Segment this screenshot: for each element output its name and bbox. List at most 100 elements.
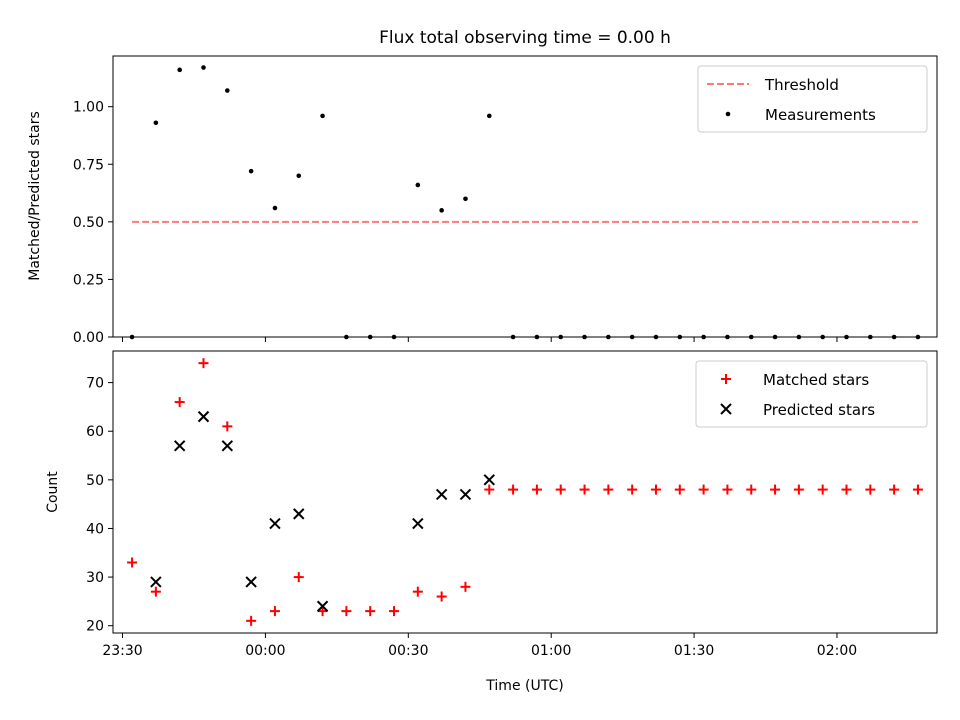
measurement-point [629, 334, 635, 340]
top-y-tick-label: 0.25 [73, 272, 104, 288]
predicted-star-point [435, 488, 448, 501]
predicted-star-point [221, 440, 234, 452]
predicted-star-point [293, 508, 305, 520]
bottom-legend-predicted-label: Predicted stars [763, 401, 875, 419]
bottom-x-tick-label: 02:00 [817, 643, 857, 659]
bottom-legend-matched-label: Matched stars [763, 371, 869, 389]
measurement-point [820, 334, 825, 340]
matched-star-point [746, 484, 757, 495]
top-y-tick-label: 0.50 [73, 215, 104, 231]
predicted-star-point [269, 517, 281, 530]
top-plot-area [129, 65, 921, 340]
bottom-plot-frame [112, 350, 938, 634]
bottom-y-axis-label: Count [45, 471, 61, 513]
measurement-point [463, 196, 468, 202]
matched-star-point [674, 484, 685, 495]
measurement-point [248, 168, 254, 174]
top-legend: Threshold Measurements [697, 65, 928, 133]
chart-title: Flux total observing time = 0.00 h [379, 28, 671, 48]
matched-star-point [555, 484, 566, 495]
measurement-point [439, 208, 444, 213]
matched-star-point [246, 615, 257, 626]
measurement-point [415, 182, 421, 188]
bottom-plot-area [127, 358, 923, 626]
matched-star-point [412, 586, 423, 597]
bottom-y-axis: 20 30 40 50 60 70 [86, 376, 113, 635]
measurement-point [868, 334, 873, 340]
measurement-point [725, 334, 730, 340]
matched-star-point [389, 606, 400, 617]
matched-star-point [150, 586, 161, 597]
matched-star-point [341, 606, 352, 617]
top-legend-measurements-label: Measurements [765, 106, 876, 124]
measurement-point [201, 65, 206, 70]
bottom-y-tick-label: 40 [86, 521, 104, 537]
bottom-y-tick-label: 50 [86, 473, 104, 489]
matched-star-point [269, 606, 280, 617]
measurement-point [677, 334, 683, 340]
bottom-legend-matched-swatch [721, 374, 731, 384]
measurement-point [582, 334, 587, 340]
bottom-x-axis: 23:30 00:00 00:30 01:00 01:30 02:00 [102, 633, 857, 659]
matched-star-point [889, 484, 900, 495]
predicted-star-point [173, 440, 186, 452]
top-legend-box [697, 65, 928, 133]
matched-star-point [531, 484, 542, 495]
predicted-star-point [245, 576, 257, 588]
measurement-point [129, 334, 135, 340]
measurement-point [915, 334, 921, 340]
bottom-panel: 20 30 40 50 60 70 23:30 00:00 00:30 01:00 01:30 02… [45, 350, 938, 694]
bottom-legend: Matched stars Predicted stars [695, 360, 928, 428]
matched-star-point [127, 557, 138, 568]
top-y-tick-label: 0.75 [73, 157, 104, 173]
top-y-tick-label: 1.00 [73, 100, 104, 116]
matched-star-point [627, 484, 638, 495]
measurement-point [701, 334, 706, 340]
top-plot-frame [112, 55, 938, 338]
bottom-x-tick-label: 00:00 [245, 643, 285, 659]
measurement-point [486, 113, 492, 119]
measurement-point [558, 334, 564, 340]
bottom-x-tick-label: 23:30 [102, 643, 142, 659]
matched-star-point [650, 484, 661, 495]
predicted-star-point [412, 517, 424, 530]
x-axis-label: Time (UTC) [485, 678, 563, 694]
bottom-legend-predicted-swatch [720, 403, 732, 415]
matched-star-point [508, 484, 519, 495]
matched-star-point [460, 581, 471, 592]
measurement-point [320, 113, 325, 119]
predicted-star-point [483, 474, 495, 486]
measurement-point [153, 120, 159, 126]
measurement-point [225, 88, 230, 93]
measurement-point [844, 334, 849, 340]
measurement-point [391, 334, 397, 340]
matched-star-point [365, 606, 376, 617]
measurement-point [796, 334, 802, 340]
bottom-y-tick-label: 60 [86, 424, 104, 440]
matched-star-point [912, 484, 923, 495]
top-y-tick-label: 0.00 [73, 330, 104, 346]
top-y-axis: 0.00 0.25 0.50 0.75 1.00 [73, 100, 113, 346]
matched-star-point [698, 484, 709, 495]
measurement-point [748, 334, 754, 340]
matched-star-point [603, 484, 614, 495]
bottom-y-tick-label: 20 [86, 619, 104, 635]
matched-star-point [436, 591, 447, 602]
matched-star-point [793, 484, 804, 495]
predicted-star-point [150, 576, 162, 588]
predicted-star-point [316, 600, 329, 612]
matched-star-point [841, 484, 852, 495]
measurement-point [891, 334, 897, 340]
bottom-x-tick-label: 01:30 [674, 643, 714, 659]
matched-star-point [770, 484, 781, 495]
top-legend-threshold-label: Threshold [764, 76, 839, 94]
measurement-point [272, 205, 278, 211]
measurement-point [606, 334, 611, 340]
measurement-point [510, 334, 516, 340]
top-y-axis-label: Matched/Predicted stars [27, 111, 43, 281]
bottom-x-tick-label: 01:00 [531, 643, 571, 659]
top-panel: 0.00 0.25 0.50 0.75 1.00 Matched/Predicted s… [27, 55, 938, 346]
matched-star-point [293, 572, 304, 583]
bottom-y-tick-label: 30 [86, 570, 104, 586]
